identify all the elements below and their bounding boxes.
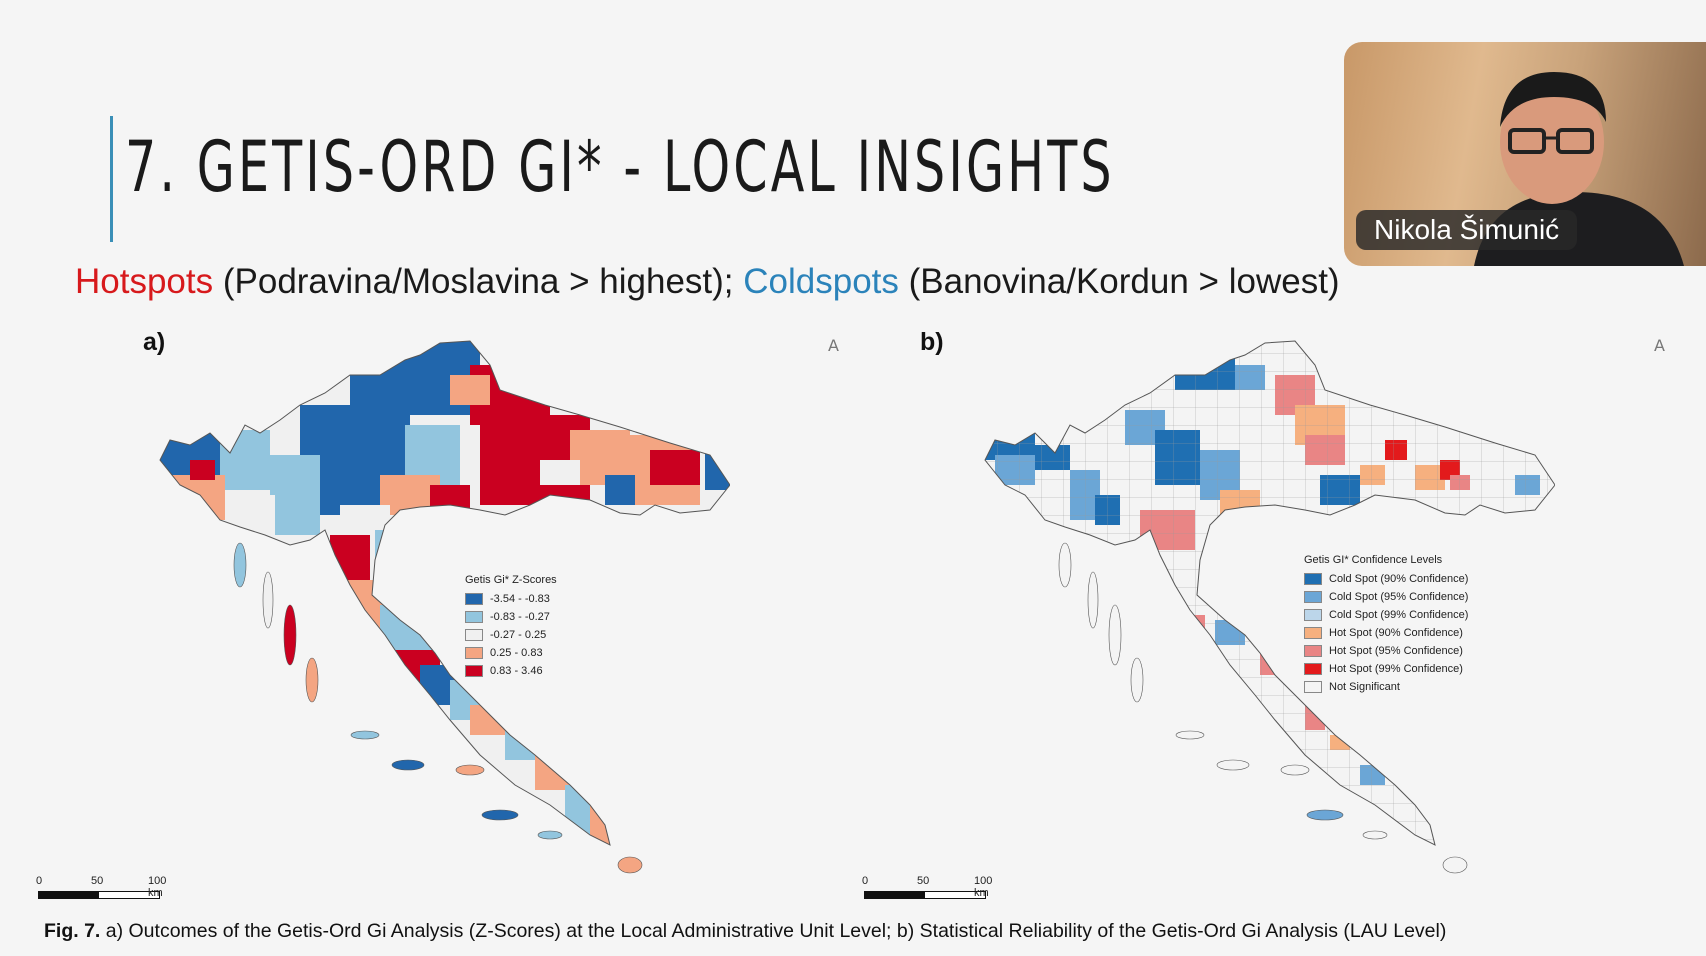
legend-swatch (1304, 681, 1322, 693)
legend-swatch (465, 647, 483, 659)
legend-swatch (1304, 663, 1322, 675)
legend-swatch (465, 665, 483, 677)
map-b-legend: Getis GI* Confidence Levels Cold Spot (9… (1304, 554, 1468, 696)
map-a-legend-item: -0.83 - -0.27 (465, 608, 557, 626)
map-a-choropleth (159, 340, 730, 874)
map-b-legend-item: Not Significant (1304, 678, 1468, 696)
scale-tick: 50 (91, 875, 104, 887)
map-a-islands (233, 542, 643, 874)
map-b-legend-item: Hot Spot (90% Confidence) (1304, 624, 1468, 642)
map-a-regions (160, 341, 730, 845)
subtitle-hot-desc: (Podravina/Moslavina > highest); (213, 262, 744, 301)
legend-swatch (1304, 591, 1322, 603)
legend-swatch (1304, 609, 1322, 621)
scale-tick: 50 (917, 875, 930, 887)
map-b-legend-item: Cold Spot (95% Confidence) (1304, 588, 1468, 606)
map-a-legend: Getis Gi* Z-Scores -3.54 - -0.83 -0.83 -… (465, 574, 557, 680)
legend-swatch (1304, 645, 1322, 657)
scale-tick: 0 (862, 875, 869, 887)
legend-swatch (1304, 573, 1322, 585)
map-b-islands (1058, 542, 1468, 874)
legend-label: Hot Spot (99% Confidence) (1329, 663, 1463, 675)
legend-label: 0.25 - 0.83 (490, 647, 543, 659)
legend-label: -0.83 - -0.27 (490, 611, 550, 623)
map-a-legend-item: 0.25 - 0.83 (465, 644, 557, 662)
map-b-legend-item: Cold Spot (90% Confidence) (1304, 570, 1468, 588)
legend-label: -3.54 - -0.83 (490, 593, 550, 605)
legend-label: Hot Spot (90% Confidence) (1329, 627, 1463, 639)
map-b-legend-title: Getis GI* Confidence Levels (1304, 554, 1443, 566)
participant-name-tag: Nikola Šimunić (1356, 210, 1578, 250)
map-a-legend-title: Getis Gi* Z-Scores (465, 574, 557, 586)
map-b-label: b) (920, 328, 944, 356)
map-a-label: a) (143, 328, 166, 356)
slide-subtitle: Hotspots (Podravina/Moslavina > highest)… (75, 262, 1340, 302)
legend-label: Cold Spot (99% Confidence) (1329, 609, 1469, 621)
subtitle-cold-desc: (Banovina/Kordun > lowest) (898, 262, 1340, 301)
title-accent-bar (110, 116, 113, 242)
scale-tick: 0 (36, 875, 43, 887)
scale-tick: 100 km (148, 875, 167, 899)
legend-label: 0.83 - 3.46 (490, 665, 543, 677)
map-b-legend-item: Cold Spot (99% Confidence) (1304, 606, 1468, 624)
legend-label: -0.27 - 0.25 (490, 629, 547, 641)
map-a-north-arrow-icon: A (828, 336, 839, 355)
legend-swatch (465, 629, 483, 641)
legend-label: Not Significant (1329, 681, 1400, 693)
map-a-legend-item: 0.83 - 3.46 (465, 662, 557, 680)
coldspots-term: Coldspots (743, 262, 899, 301)
map-b-legend-item: Hot Spot (95% Confidence) (1304, 642, 1468, 660)
map-b-north-arrow-icon: A (1654, 336, 1665, 355)
legend-swatch (1304, 627, 1322, 639)
legend-label: Cold Spot (90% Confidence) (1329, 573, 1469, 585)
slide-title: 7. GETIS-ORD GI* - LOCAL INSIGHTS (125, 126, 1115, 208)
caption-figure-number: Fig. 7. (44, 920, 101, 942)
legend-swatch (465, 593, 483, 605)
map-a-legend-item: -3.54 - -0.83 (465, 590, 557, 608)
legend-label: Hot Spot (95% Confidence) (1329, 645, 1463, 657)
scale-tick: 100 km (974, 875, 993, 899)
legend-swatch (465, 611, 483, 623)
map-a-legend-item: -0.27 - 0.25 (465, 626, 557, 644)
map-b-scale-bar: 0 50 100 km (862, 875, 992, 899)
legend-label: Cold Spot (95% Confidence) (1329, 591, 1469, 603)
map-a-scale-bar: 0 50 100 km (36, 875, 166, 899)
map-b-legend-item: Hot Spot (99% Confidence) (1304, 660, 1468, 678)
figure-caption: Fig. 7. a) Outcomes of the Getis-Ord Gi … (44, 920, 1446, 943)
hotspots-term: Hotspots (75, 262, 214, 301)
caption-text: a) Outcomes of the Getis-Ord Gi Analysis… (100, 920, 1447, 942)
map-b-choropleth (984, 340, 1555, 874)
